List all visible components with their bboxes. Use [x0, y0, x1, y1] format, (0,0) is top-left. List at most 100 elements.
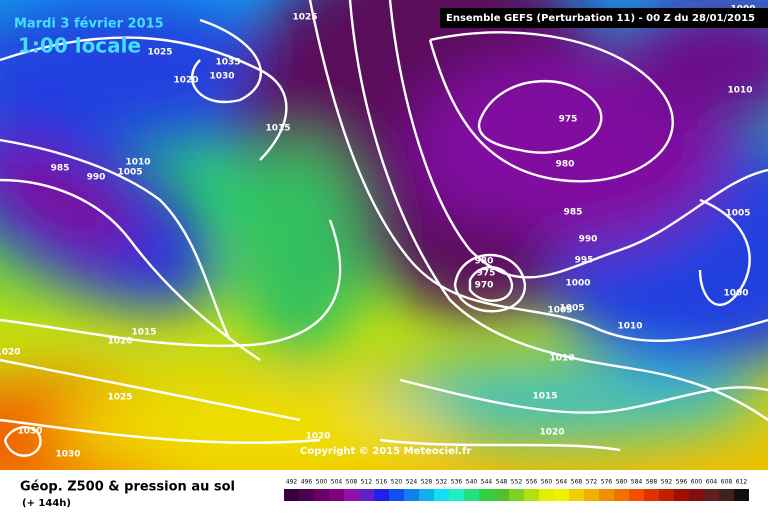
colorbar-label: 532 — [436, 479, 448, 486]
colorbar-label: 572 — [586, 479, 598, 486]
isobar-label: 1010 — [727, 86, 752, 96]
colorbar-swatch — [314, 489, 329, 501]
colorbar-swatch — [659, 489, 674, 501]
copyright: Copyright © 2015 Meteociel.fr — [300, 446, 471, 457]
map-date: Mardi 3 février 2015 — [14, 17, 164, 32]
colorbar-swatch — [329, 489, 344, 501]
colorbar-swatch — [479, 489, 494, 501]
colorbar-swatch — [704, 489, 719, 501]
footer-title: Géop. Z500 & pression au sol — [20, 480, 235, 495]
isobar-label: 1020 — [173, 76, 198, 86]
isobar-label: 1030 — [17, 427, 42, 437]
isobar-label: 1015 — [265, 124, 290, 134]
colorbar-label: 536 — [451, 479, 463, 486]
colorbar-label: 548 — [496, 479, 508, 486]
isobar-label: 985 — [564, 208, 583, 218]
colorbar-label: 508 — [346, 479, 358, 486]
colorbar-label: 492 — [286, 479, 298, 486]
colorbar-swatch — [539, 489, 554, 501]
colorbar-swatch — [524, 489, 539, 501]
footer-lead: (+ 144h) — [22, 498, 71, 509]
isobar-label: 1025 — [147, 48, 172, 58]
colorbar-swatch — [734, 489, 749, 501]
isobar-label: 990 — [87, 173, 106, 183]
isobars — [0, 0, 768, 456]
isobar-label: 1010 — [125, 158, 150, 168]
colorbar-swatch — [719, 489, 734, 501]
isobar-label: 1015 — [532, 392, 557, 402]
colorbar-swatch — [464, 489, 479, 501]
colorbar-label: 596 — [676, 479, 688, 486]
isobar-label: 1030 — [209, 72, 234, 82]
isobar-label: 970 — [475, 281, 494, 291]
colorbar-label: 524 — [406, 479, 418, 486]
colorbar-swatch — [299, 489, 314, 501]
colorbar-label: 576 — [601, 479, 613, 486]
colorbar-label: 520 — [391, 479, 403, 486]
colorbar-label: 580 — [616, 479, 628, 486]
isobar-label: 995 — [575, 256, 594, 266]
colorbar-swatch — [674, 489, 689, 501]
colorbar-label: 608 — [721, 479, 733, 486]
isobar-label: 1030 — [55, 450, 80, 460]
isobar-label: 1035 — [215, 58, 240, 68]
colorbar-label: 552 — [511, 479, 523, 486]
colorbar-label: 528 — [421, 479, 433, 486]
colorbar-swatch — [599, 489, 614, 501]
colorbar-swatch — [359, 489, 374, 501]
colorbar-label: 544 — [481, 479, 493, 486]
colorbar-label: 560 — [541, 479, 553, 486]
isobar-label: 1010 — [549, 354, 574, 364]
colorbar-label: 600 — [691, 479, 703, 486]
isobar-label: 980 — [475, 257, 494, 267]
colorbar: 492 496 500 504 508 512 516 520 524 528 532 536 540 5… — [284, 479, 749, 501]
isobar-label: 1005 — [117, 168, 142, 178]
colorbar-swatch — [404, 489, 419, 501]
isobar-label: 1015 — [131, 328, 156, 338]
colorbar-swatch — [494, 489, 509, 501]
colorbar-swatch — [344, 489, 359, 501]
colorbar-swatch — [419, 489, 434, 501]
colorbar-swatch — [374, 489, 389, 501]
isobar-label: 1020 — [539, 428, 564, 438]
colorbar-swatch — [629, 489, 644, 501]
isobar-label: 975 — [559, 115, 578, 125]
colorbar-label: 556 — [526, 479, 538, 486]
isobar-label: 1000 — [723, 289, 748, 299]
colorbar-label: 540 — [466, 479, 478, 486]
colorbar-label: 612 — [736, 479, 748, 486]
colorbar-swatch — [284, 489, 299, 501]
colorbar-label: 504 — [331, 479, 343, 486]
colorbar-swatch — [554, 489, 569, 501]
run-box — [440, 8, 768, 28]
colorbar-label: 592 — [661, 479, 673, 486]
colorbar-swatch — [584, 489, 599, 501]
isobar-label: 980 — [556, 160, 575, 170]
colorbar-label: 564 — [556, 479, 568, 486]
isobar-label: 1025 — [292, 13, 317, 23]
isobar-label: 1000 — [565, 279, 590, 289]
colorbar-label: 496 — [301, 479, 313, 486]
colorbar-label: 588 — [646, 479, 658, 486]
colorbar-swatch — [389, 489, 404, 501]
isobar-label: 1005 — [547, 306, 572, 316]
isobar-label: 1005 — [725, 209, 750, 219]
colorbar-label: 584 — [631, 479, 643, 486]
colorbar-label: 516 — [376, 479, 388, 486]
isobar-label: 1010 — [617, 322, 642, 332]
colorbar-label: 604 — [706, 479, 718, 486]
isobar-label: 990 — [579, 235, 598, 245]
isobar-label: 975 — [477, 269, 496, 279]
colorbar-swatch — [509, 489, 524, 501]
isobar-label: 985 — [51, 164, 70, 174]
colorbar-swatch — [689, 489, 704, 501]
colorbar-label: 500 — [316, 479, 328, 486]
colorbar-swatch — [434, 489, 449, 501]
isobar-label: 1005 — [559, 304, 584, 314]
map-background — [0, 0, 768, 500]
isobar-label: 1020 — [0, 348, 21, 358]
colorbar-swatch — [644, 489, 659, 501]
isobar-label: 1025 — [107, 393, 132, 403]
colorbar-label: 568 — [571, 479, 583, 486]
